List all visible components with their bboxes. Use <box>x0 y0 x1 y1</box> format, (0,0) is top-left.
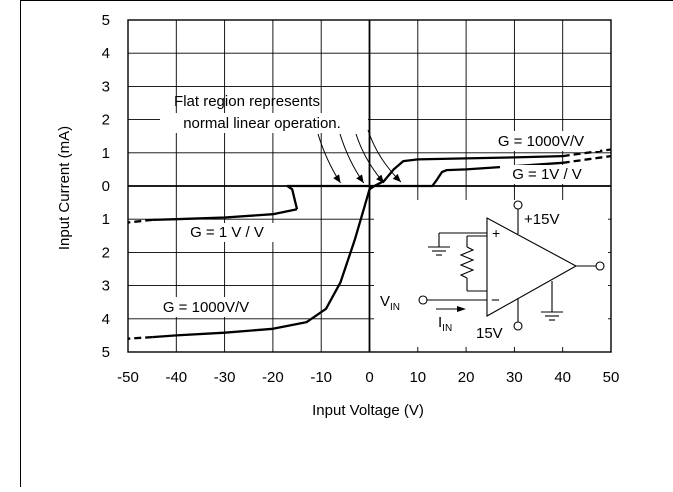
annotation-arrowhead-3 <box>392 173 401 182</box>
minus-supply-terminal <box>513 321 523 331</box>
vin-terminal <box>418 295 428 305</box>
x-axis-label: Input Voltage (V) <box>312 402 424 419</box>
output-terminal <box>595 261 605 271</box>
series-dashed-extension-0 <box>562 148 612 158</box>
y-tick-label: 2 <box>102 244 110 261</box>
minus-sign: − <box>491 292 500 309</box>
op-amp-triangle <box>486 217 578 317</box>
x-tick-label: 10 <box>409 369 426 386</box>
series-dashed-extension-3 <box>127 218 153 224</box>
label-g1-pos-group: G = 1V / V <box>500 165 594 184</box>
series-dashed-extension-1 <box>127 335 153 340</box>
y-axis-label: Input Current (mA) <box>56 126 73 250</box>
annotation-arrow-3 <box>367 129 402 183</box>
label-g1-neg: G = 1 V / V <box>190 224 264 241</box>
x-tick-label: -30 <box>214 369 236 386</box>
y-tick-label: 3 <box>102 78 110 95</box>
y-tick-label: 3 <box>102 278 110 295</box>
iin-label-sub: IN <box>442 323 452 334</box>
plus-supply-terminal <box>513 200 523 210</box>
x-tick-label: 0 <box>365 369 373 386</box>
x-tick-label: -20 <box>262 369 284 386</box>
y-tick-label: 5 <box>102 344 110 361</box>
x-tick-label: 30 <box>506 369 523 386</box>
annotation-flat-region-line1: Flat region represents <box>174 93 320 110</box>
label-g1000-neg-bg <box>150 297 262 317</box>
vin-label: VIN <box>380 293 400 313</box>
plus-sign: + <box>492 225 500 241</box>
annotation-flat-region-line2-group: normal linear operation. <box>160 113 368 133</box>
label-g1-neg-group: G = 1 V / V <box>177 223 277 242</box>
y-tick-label: 4 <box>102 311 110 328</box>
annotation-arrowhead-0 <box>333 174 341 183</box>
x-tick-label: -50 <box>117 369 139 386</box>
y-tick-label: 2 <box>102 112 110 129</box>
gain-resistor <box>459 246 475 279</box>
label-g1000-pos: G = 1000V/V <box>498 133 584 150</box>
x-tick-label: -10 <box>310 369 332 386</box>
op-amp-schematic: + − +15V 15V VIN IIN <box>374 200 608 347</box>
iin-arrow-icon <box>457 306 466 312</box>
annotation-flat-region-line2: normal linear operation. <box>183 115 341 132</box>
curves <box>127 148 612 340</box>
plot-border <box>127 19 612 353</box>
label-g1-neg-bg <box>177 223 277 242</box>
annotation-arrows <box>317 129 402 184</box>
series-line-2 <box>286 161 563 210</box>
y-tick-label: 0 <box>102 178 110 195</box>
label-g1000-neg-group: G = 1000V/V <box>150 297 262 317</box>
y-tick-label: 1 <box>102 211 110 228</box>
iin-label-main: I <box>438 314 442 331</box>
annotation-arrowhead-2 <box>376 174 384 183</box>
x-tick-label: 40 <box>554 369 571 386</box>
annotation-arrowhead-1 <box>356 174 364 183</box>
annotation-arrow-1 <box>339 133 365 184</box>
vin-label-sub: IN <box>390 302 400 313</box>
label-g1000-pos-group: G = 1000V/V <box>480 131 600 151</box>
iin-label: IIN <box>438 314 452 334</box>
label-g1000-neg: G = 1000V/V <box>163 299 249 316</box>
annotation-flat-region-line2-bg <box>160 113 368 133</box>
label-g1-pos: G = 1V / V <box>512 166 582 183</box>
vin-label-main: V <box>380 293 390 310</box>
y-tick-label: 5 <box>102 12 110 29</box>
series-line-1 <box>152 188 371 339</box>
series-line-3 <box>152 208 298 222</box>
series-dashed-extension-2 <box>562 154 612 164</box>
series-line-0 <box>368 154 563 191</box>
label-g1-pos-bg <box>500 165 594 184</box>
label-g1000-pos-bg <box>480 131 600 151</box>
x-tick-label: 50 <box>603 369 620 386</box>
x-tick-label: -40 <box>165 369 187 386</box>
plus-supply-label: +15V <box>524 211 559 228</box>
x-tick-label: 20 <box>458 369 475 386</box>
y-tick-label: 1 <box>102 145 110 162</box>
y-tick-label: 4 <box>102 45 110 62</box>
minus-supply-label: 15V <box>476 325 503 342</box>
